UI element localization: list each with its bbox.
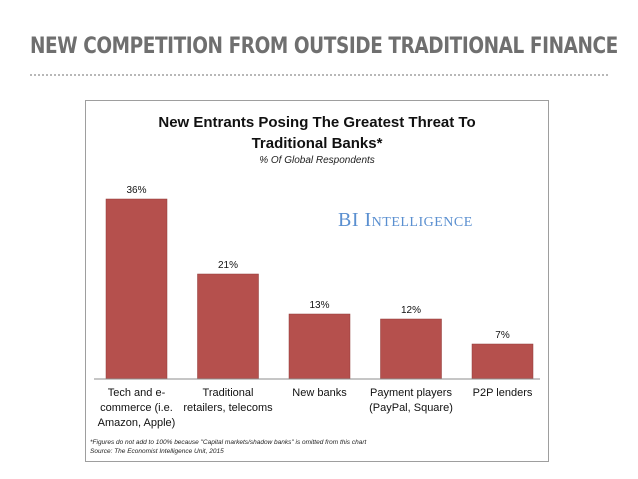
category-label-payment-players-paypal-square-line-2: (PayPal, Square) <box>369 402 453 414</box>
data-label-tech-and-e-commerce-i-e-amazon-apple: 36% <box>126 185 146 196</box>
bar-p2p-lenders <box>471 343 534 380</box>
category-label-traditional-retailers-telecoms-line-1: Traditional <box>203 387 254 399</box>
chart-footnote: *Figures do not add to 100% because "Cap… <box>90 439 366 456</box>
footnote-source: Source: The Economist Intelligence Unit,… <box>90 447 224 455</box>
bar-chart: 36% Tech and e-commerce (i.e. Amazon, Appl… <box>94 185 540 429</box>
chart-title-line-2: Traditional Banks* <box>251 135 383 152</box>
chart-title-line-1: New Entrants Posing The Greatest Threat … <box>158 114 476 131</box>
category-label-tech-and-e-commerce-i-e-amazon-apple-line-3: Amazon, Apple) <box>98 417 176 429</box>
category-label-new-banks-line-1: New banks <box>292 387 347 399</box>
category-label-tech-and-e-commerce-i-e-amazon-apple-line-1: Tech and e- <box>108 387 166 399</box>
brand-name: Intelligence <box>364 209 473 231</box>
data-label-traditional-retailers-telecoms: 21% <box>218 260 238 271</box>
title-divider <box>30 74 608 76</box>
chart-title: New Entrants Posing The Greatest Threat … <box>86 112 548 154</box>
bar-new-banks <box>288 313 351 380</box>
data-label-p2p-lenders: 7% <box>495 330 510 341</box>
chart-frame: New Entrants Posing The Greatest Threat … <box>85 100 549 462</box>
chart-subtitle: % Of Global Respondents <box>259 155 375 166</box>
brand-prefix: BI <box>338 209 359 231</box>
category-label-p2p-lenders-line-1: P2P lenders <box>473 387 533 399</box>
category-label-payment-players-paypal-square-line-1: Payment players <box>370 387 452 399</box>
bar-traditional-retailers-telecoms <box>197 273 259 380</box>
bi-intelligence-logo: BI Intelligence <box>338 209 473 232</box>
bar-tech-and-e-commerce-i-e-amazon-apple <box>105 198 168 380</box>
slide-title: NEW COMPETITION FROM OUTSIDE TRADITIONAL… <box>30 34 618 59</box>
data-label-new-banks: 13% <box>309 300 329 311</box>
footnote-note: *Figures do not add to 100% because "Cap… <box>90 439 367 446</box>
data-label-payment-players-paypal-square: 12% <box>401 305 421 316</box>
category-label-tech-and-e-commerce-i-e-amazon-apple-line-2: commerce (i.e. <box>100 402 173 414</box>
category-label-traditional-retailers-telecoms-line-2: retailers, telecoms <box>183 402 273 414</box>
bar-payment-players-paypal-square <box>380 318 442 380</box>
